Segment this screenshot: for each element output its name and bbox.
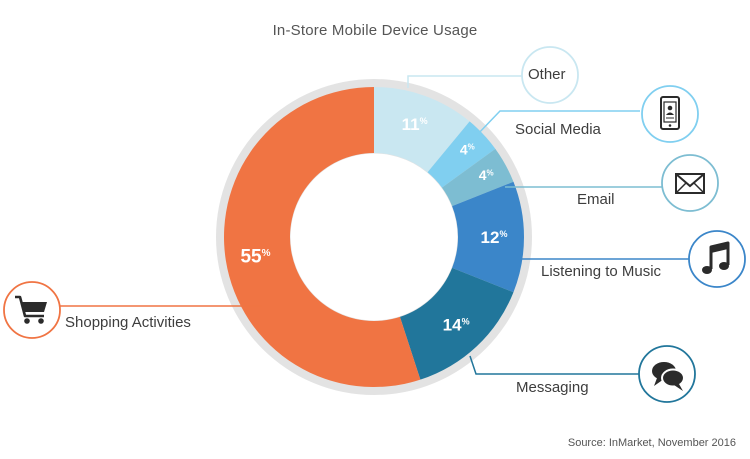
chart-title: In-Store Mobile Device Usage xyxy=(272,22,478,39)
shopping-cart-icon xyxy=(15,295,47,324)
slice-other xyxy=(374,87,470,173)
phone-avatar-body xyxy=(666,112,674,115)
leader-line-social-media xyxy=(475,110,640,137)
callout-circle-other xyxy=(521,46,579,104)
donut-hole xyxy=(290,153,458,321)
slice-shopping-activities xyxy=(224,87,421,387)
envelope-body xyxy=(675,173,705,194)
envelope-flap xyxy=(675,173,705,188)
slice-label-email: Email xyxy=(577,191,615,208)
callout-circle-email xyxy=(661,154,719,212)
note-head-right xyxy=(719,262,729,270)
slice-email xyxy=(441,148,514,207)
callout-circle-listening-to-music xyxy=(688,230,746,288)
note-head-left xyxy=(702,266,712,274)
slice-label-shopping-activities: Shopping Activities xyxy=(65,314,191,331)
value-suffix: % xyxy=(462,316,470,326)
value-suffix: % xyxy=(420,116,428,126)
value-suffix: % xyxy=(468,142,475,151)
cart-wheel-right xyxy=(38,318,44,324)
cart-basket xyxy=(21,302,47,312)
slice-label-listening-to-music: Listening to Music xyxy=(541,263,662,280)
smartphone-icon xyxy=(660,96,680,130)
chat-bubbles-icon xyxy=(652,362,685,391)
leader-line-messaging xyxy=(469,355,640,375)
leader-line-other xyxy=(407,75,522,88)
envelope-icon xyxy=(675,173,705,194)
slice-messaging xyxy=(399,267,514,380)
phone-screen xyxy=(663,101,677,123)
phone-body xyxy=(660,96,680,130)
phone-home-button xyxy=(668,124,672,127)
slice-listening-to-music xyxy=(452,181,524,293)
value-suffix: % xyxy=(499,229,507,239)
slice-social-media xyxy=(427,121,496,188)
music-note-icon xyxy=(702,241,730,274)
note-beam xyxy=(711,243,728,253)
envelope-fold-left xyxy=(675,182,687,194)
phone-avatar-head xyxy=(667,105,673,111)
bubble-front-tail xyxy=(674,384,683,391)
slice-label-messaging: Messaging xyxy=(516,379,589,396)
slice-label-social-media: Social Media xyxy=(515,121,601,138)
source-note: Source: InMarket, November 2016 xyxy=(567,437,736,449)
envelope-fold-right xyxy=(693,182,705,194)
bubble-front xyxy=(661,368,685,388)
value-suffix: % xyxy=(262,248,271,259)
cart-wheel-left xyxy=(24,318,30,324)
value-suffix: % xyxy=(487,168,494,177)
slice-label-other: Other xyxy=(528,66,566,83)
